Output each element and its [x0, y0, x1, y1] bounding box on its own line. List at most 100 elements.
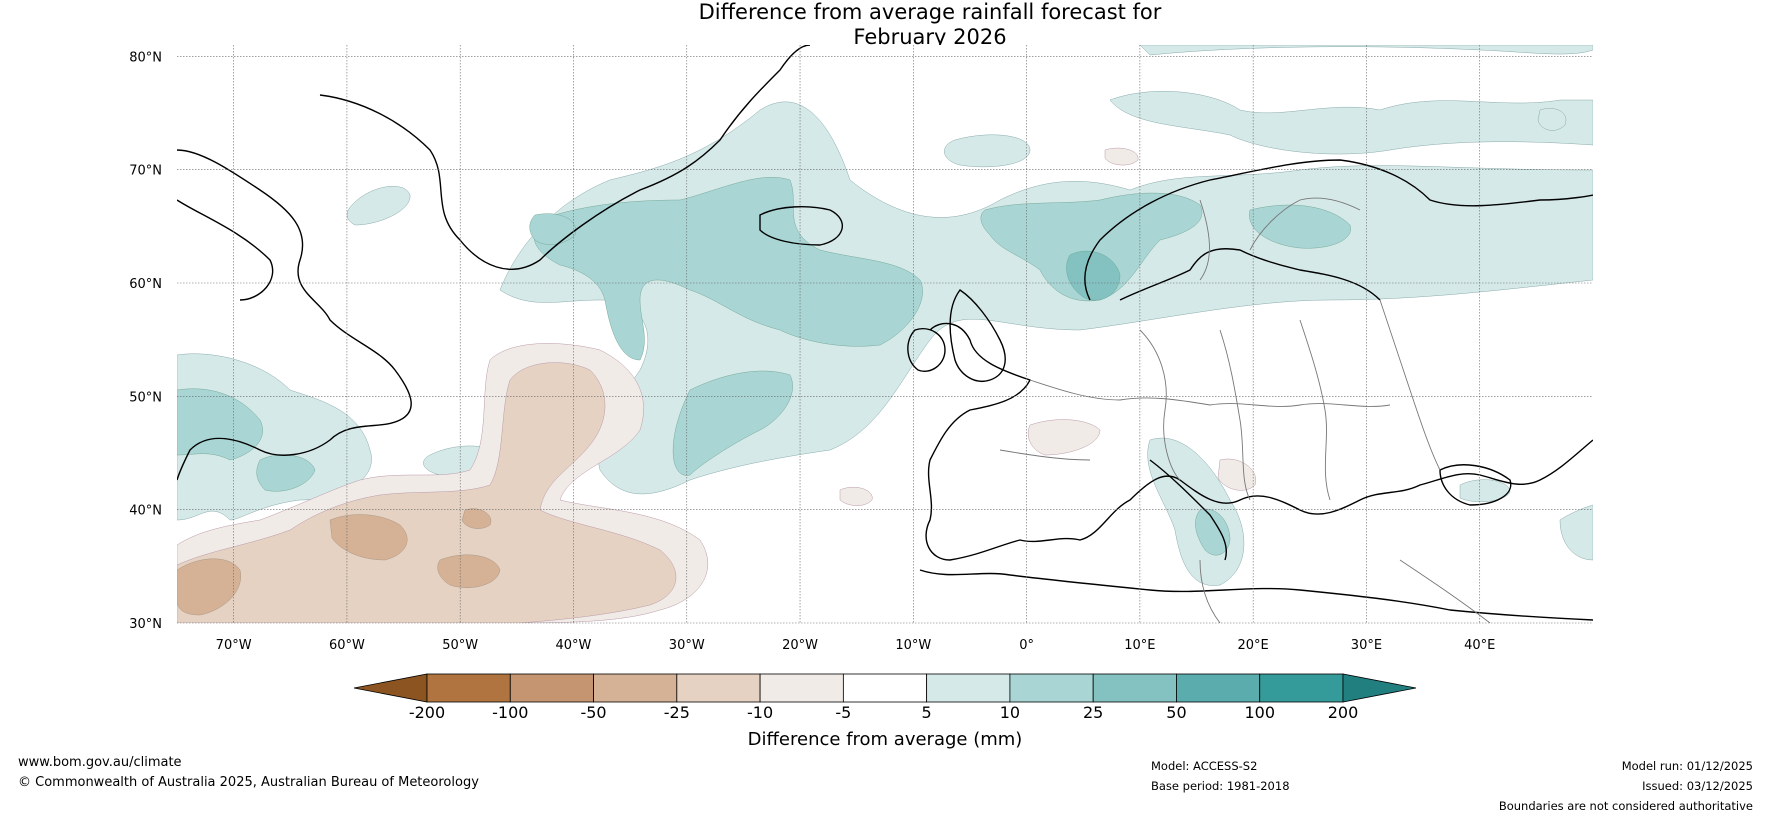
colorbar-segment [842, 673, 928, 703]
footer-copyright: © Commonwealth of Australia 2025, Austra… [18, 775, 479, 790]
norway-coast [1084, 159, 1593, 301]
contour-neg5-balkan [1217, 458, 1256, 491]
canada-coast [177, 149, 412, 481]
footer-url: www.bom.gov.au/climate [18, 755, 182, 770]
colorbar-tick-label: -5 [835, 703, 851, 722]
border-line [1199, 199, 1210, 281]
iceland-coast [759, 206, 843, 246]
border-line [1199, 559, 1221, 623]
colorbar-segment [1009, 673, 1094, 703]
longitude-tick-label: 30°E [1351, 638, 1382, 653]
longitude-tick-label: 40°E [1464, 638, 1495, 653]
footer-model: Model: ACCESS-S2 [1151, 759, 1258, 773]
longitude-tick-label: 40°W [556, 638, 592, 653]
contour-neg5-small-atlantic [839, 486, 873, 506]
contour-pos10-biscay [672, 370, 793, 476]
colorbar-tick-label: -100 [492, 703, 528, 722]
longitude-tick-label: 60°W [329, 638, 365, 653]
colorbar-extend-high [1342, 673, 1417, 703]
greenland-coast [319, 45, 811, 270]
anomaly-contours [177, 45, 1593, 623]
colorbar-tick-label: 100 [1244, 703, 1275, 722]
colorbar-extend-low [353, 673, 428, 703]
border-line [1299, 319, 1331, 501]
contour-neg10-atlantic-south [177, 362, 677, 623]
contour-pos5-arctic [1109, 91, 1593, 155]
britain-coast [949, 289, 1006, 382]
longitude-tick-label: 10°W [895, 638, 931, 653]
colorbar-tick-label: -25 [664, 703, 690, 722]
border-line [1139, 329, 1181, 481]
colorbar-tick-label: -200 [409, 703, 445, 722]
longitude-tick-label: 70°W [216, 638, 252, 653]
latitude-tick-label: 70°N [129, 164, 162, 179]
contour-neg5-iberia [1027, 419, 1101, 456]
longitude-labels: 70°W 60°W 50°W 40°W 30°W 20°W 10°W 0° 10°E 20°E 30… [216, 638, 1496, 653]
contour-pos5-labrador [346, 186, 411, 226]
baltic-coast [1119, 248, 1381, 301]
italy-coast [1149, 459, 1227, 561]
colorbar-segment [509, 673, 594, 703]
latitude-tick-label: 60°N [129, 277, 162, 292]
colorbar-segment [593, 673, 678, 703]
contour-pos5-arctic-small [1537, 108, 1567, 131]
graticule [177, 45, 1593, 624]
title-line-1: Difference from average rainfall forecas… [698, 0, 1162, 24]
latitude-tick-label: 40°N [129, 504, 162, 519]
europe-west-coast [925, 322, 1593, 561]
latitude-tick-label: 30°N [129, 617, 162, 632]
contour-pos10-labrador-sea [529, 213, 576, 245]
contour-pos5-black-sea [1459, 479, 1511, 503]
footer-base-period: Base period: 1981-2018 [1151, 779, 1290, 793]
contour-pos5-svalbard [1139, 45, 1593, 56]
colorbar-segment [676, 673, 761, 703]
colorbar-tick-label: 10 [1000, 703, 1020, 722]
colorbar-segment [759, 673, 844, 703]
footer-disclaimer: Boundaries are not considered authoritat… [1498, 799, 1753, 813]
colorbar-tick-label: 50 [1166, 703, 1186, 722]
longitude-tick-label: 20°E [1238, 638, 1269, 653]
longitude-tick-label: 50°W [442, 638, 478, 653]
colorbar-tick-label: 25 [1083, 703, 1103, 722]
border-line [999, 449, 1091, 461]
border-line [1219, 329, 1251, 501]
colorbar-segment [1092, 673, 1177, 703]
colorbar-title: Difference from average (mm) [748, 729, 1023, 750]
coastlines [177, 45, 1593, 621]
colorbar-tick-label: 200 [1328, 703, 1359, 722]
contour-neg25-east [437, 554, 501, 588]
longitude-tick-label: 10°E [1124, 638, 1155, 653]
latitude-tick-label: 50°N [129, 390, 162, 405]
contour-neg25-southwest [177, 558, 242, 616]
black-sea-coast [1439, 464, 1512, 506]
contour-neg5-arctic [1104, 147, 1139, 166]
colorbar-tick-label: -10 [747, 703, 773, 722]
footer-issued: Issued: 03/12/2025 [1642, 779, 1753, 793]
latitude-labels: 80°N 70°N 60°N 50°N 40°N 30°N [129, 50, 162, 632]
contour-pos10-north-atlantic [533, 177, 923, 361]
longitude-tick-label: 0° [1019, 638, 1034, 653]
latitude-tick-label: 80°N [129, 50, 162, 65]
baffin-coast [177, 199, 274, 301]
border-line [1249, 197, 1361, 251]
longitude-tick-label: 30°W [669, 638, 705, 653]
ireland-coast [907, 328, 946, 372]
border-line [1399, 559, 1491, 623]
colorbar-segment [1259, 673, 1344, 703]
contour-pos10-scandinavia [1249, 204, 1351, 249]
contour-pos10-norway-sea [980, 192, 1203, 302]
country-borders [999, 197, 1491, 623]
colorbar-segment [1176, 673, 1261, 703]
colorbar-segment [926, 673, 1011, 703]
north-africa-coast [919, 569, 1593, 621]
colorbar: -200 -100 -50 -25 -10 -5 5 10 25 50 100 200 [353, 673, 1417, 722]
border-line [1379, 299, 1441, 471]
colorbar-segment [426, 673, 511, 703]
contour-pos5-greenland-sea [944, 134, 1031, 168]
contour-pos25-norway [1066, 250, 1121, 301]
contour-neg25-mid-atlantic [329, 514, 408, 561]
longitude-tick-label: 20°W [782, 638, 818, 653]
colorbar-tick-label: 5 [922, 703, 932, 722]
contour-pos10-mediterranean [1195, 508, 1231, 556]
